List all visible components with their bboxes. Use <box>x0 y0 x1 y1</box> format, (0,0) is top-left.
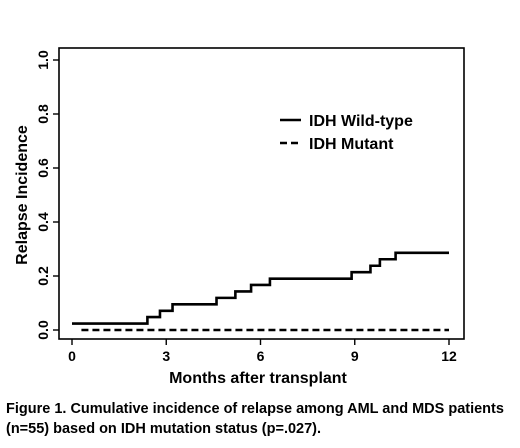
y-axis: 0.0 0.2 0.4 0.6 0.8 1.0 <box>35 50 59 340</box>
y-tick-label: 1.0 <box>35 50 51 70</box>
y-tick-label: 0.6 <box>35 158 51 178</box>
legend: IDH Wild-type IDH Mutant <box>280 113 413 153</box>
y-tick-label: 0.0 <box>35 320 51 340</box>
x-tick-label: 3 <box>162 348 170 364</box>
x-tick-label: 9 <box>351 348 359 364</box>
y-tick-label: 0.4 <box>35 212 51 232</box>
caption-text: . Cumulative incidence of relapse among … <box>6 401 504 437</box>
series-line-wild-type <box>72 251 449 325</box>
figure-caption: Figure 1. Cumulative incidence of relaps… <box>6 399 516 439</box>
x-tick-label: 12 <box>441 348 457 364</box>
series-layer <box>72 251 449 332</box>
relapse-incidence-chart: 0 3 6 9 12 0.00.20.40.60.81.0 IDH Wild-typeI… <box>14 47 465 387</box>
y-axis-title: Relapse Incidence <box>14 125 31 265</box>
legend-label: IDH Wild-type <box>309 113 413 130</box>
y-tick-label: 0.8 <box>35 104 51 124</box>
x-tick-label: 0 <box>68 348 76 364</box>
legend-label: IDH Mutant <box>309 136 394 153</box>
x-axis: 0 3 6 9 12 <box>68 339 457 364</box>
x-axis-title: Months after transplant <box>169 370 347 387</box>
x-tick-label: 6 <box>257 348 265 364</box>
caption-lead: Figure 1 <box>6 401 63 417</box>
y-tick-label: 0.2 <box>35 266 51 286</box>
plot-frame <box>58 47 465 340</box>
